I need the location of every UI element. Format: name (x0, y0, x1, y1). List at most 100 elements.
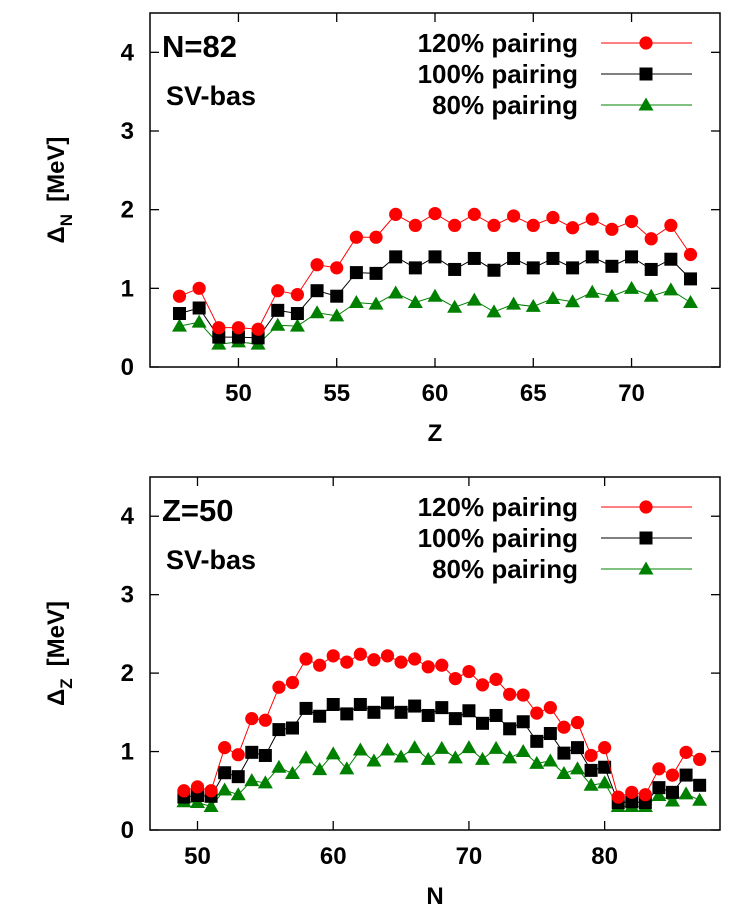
x-tick-label: 60 (422, 380, 449, 407)
data-point (570, 761, 585, 775)
data-point (598, 760, 612, 774)
data-point (448, 262, 462, 276)
y-axis-title-unit: [MeV] (43, 137, 70, 202)
data-point (367, 705, 381, 719)
data-point (290, 307, 304, 321)
data-point (644, 232, 658, 246)
data-point (489, 672, 503, 686)
data-point (604, 288, 620, 302)
data-point (353, 697, 367, 711)
data-point (369, 266, 383, 280)
data-point (503, 722, 517, 736)
data-point (506, 296, 522, 310)
legend-label: 80% pairing (432, 90, 578, 120)
data-point (585, 212, 599, 226)
data-point (190, 780, 205, 794)
data-point (585, 250, 599, 264)
data-point (693, 778, 707, 792)
x-tick-label: 70 (618, 380, 645, 407)
data-point (289, 318, 305, 332)
data-point (408, 652, 422, 666)
legend-label: 80% pairing (432, 554, 578, 584)
data-point (448, 672, 462, 686)
data-point (545, 291, 561, 305)
data-point (546, 251, 560, 265)
panel-sublabel: SV-bas (166, 545, 256, 575)
y-axis-title-group: ΔZ [MeV] (43, 601, 76, 706)
data-point (408, 261, 422, 275)
data-point (638, 788, 652, 802)
data-point (611, 790, 625, 804)
y-tick-label: 2 (121, 660, 134, 687)
data-point (340, 655, 354, 669)
data-point (421, 660, 435, 674)
data-point (678, 786, 694, 800)
data-point (557, 746, 571, 760)
data-point (462, 704, 476, 718)
data-point (525, 298, 541, 312)
data-point (584, 748, 598, 763)
data-point (435, 701, 449, 715)
data-point (309, 305, 325, 319)
data-point (408, 699, 422, 713)
data-point (272, 723, 286, 737)
data-point (348, 294, 364, 308)
data-point (421, 708, 435, 722)
data-point (231, 748, 245, 762)
data-point (543, 701, 557, 715)
data-point (507, 251, 521, 265)
data-point (298, 750, 314, 764)
data-point (369, 230, 383, 244)
data-point (475, 751, 490, 765)
data-point (313, 709, 327, 723)
data-point (407, 740, 423, 754)
data-point (693, 752, 707, 767)
data-point (285, 766, 300, 780)
data-point (192, 281, 206, 295)
data-point (467, 207, 481, 221)
data-point (172, 289, 187, 303)
data-point (597, 775, 613, 789)
data-point (486, 304, 502, 318)
x-axis-title: Z (428, 420, 443, 447)
data-point (487, 263, 501, 277)
data-point (192, 301, 206, 315)
data-point (380, 649, 395, 663)
data-point (339, 761, 355, 775)
chart-panel-1: 0 1 2 3 4 50 55 60 65 70 Z ΔN [MeV] N=82 SV-bas 120% pa… (43, 12, 721, 447)
data-point (349, 230, 363, 244)
data-point (212, 330, 226, 344)
data-point (526, 261, 540, 275)
data-point (476, 716, 489, 730)
data-point (543, 727, 557, 741)
legend-label: 100% pairing (418, 523, 578, 553)
data-point (352, 742, 368, 756)
x-tick-label: 55 (323, 380, 350, 407)
data-point (270, 317, 286, 331)
data-point (448, 218, 462, 232)
data-point (467, 251, 481, 265)
data-point (584, 763, 598, 777)
data-point (665, 768, 680, 782)
data-point (381, 696, 394, 710)
data-point (257, 775, 273, 789)
x-tick-label: 80 (591, 843, 618, 870)
data-point (290, 288, 305, 302)
data-point (435, 658, 449, 672)
plot-frame (149, 476, 721, 831)
series-triangle (171, 280, 699, 350)
data-point (310, 258, 324, 272)
data-point (542, 753, 558, 767)
data-point (515, 744, 531, 758)
data-point (299, 652, 313, 666)
data-point (625, 795, 639, 809)
data-point (313, 658, 327, 672)
data-point (625, 250, 639, 264)
legend-marker (639, 531, 653, 545)
data-point (231, 770, 245, 784)
data-point (625, 785, 639, 799)
data-point (271, 759, 287, 773)
data-point (408, 218, 422, 232)
data-point (644, 262, 658, 276)
data-point (666, 785, 679, 799)
